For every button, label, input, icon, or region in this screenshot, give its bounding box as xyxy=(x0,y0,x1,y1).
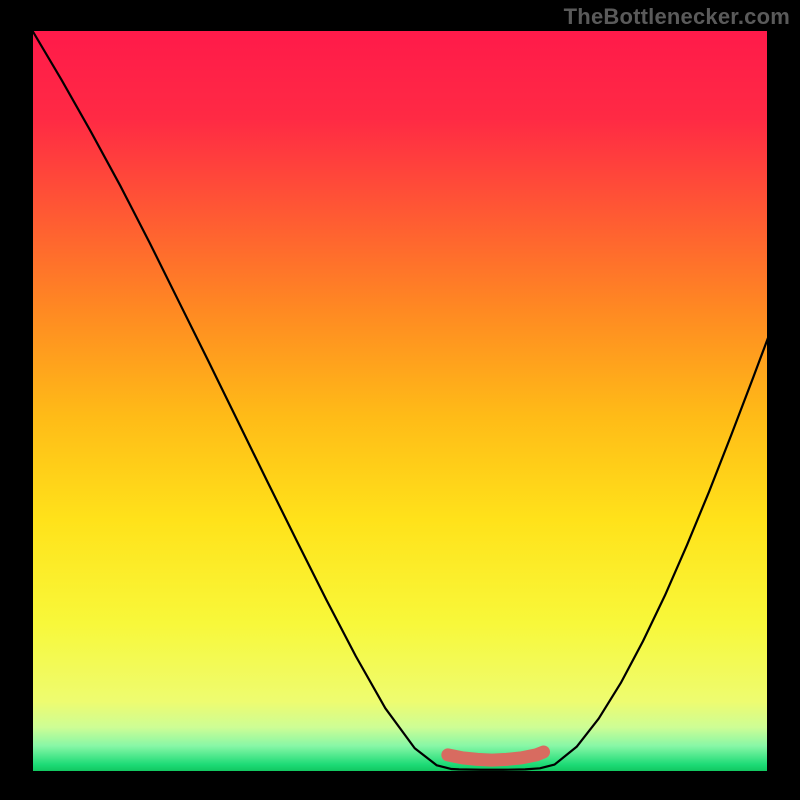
plot-area xyxy=(32,30,768,772)
bottleneck-chart: TheBottlenecker.com xyxy=(0,0,800,800)
chart-svg xyxy=(0,0,800,800)
